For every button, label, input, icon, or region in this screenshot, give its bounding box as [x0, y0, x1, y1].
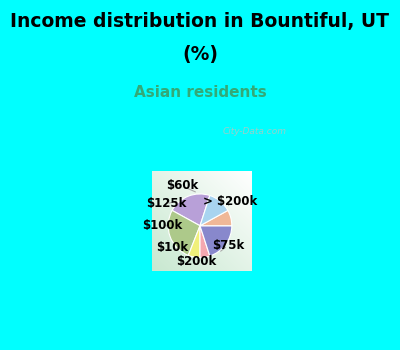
Wedge shape [188, 226, 200, 258]
Text: $75k: $75k [212, 239, 244, 252]
Wedge shape [172, 194, 210, 226]
Text: Income distribution in Bountiful, UT: Income distribution in Bountiful, UT [10, 12, 390, 30]
Text: $100k: $100k [142, 219, 182, 232]
Text: $125k: $125k [146, 197, 186, 210]
Wedge shape [168, 210, 200, 255]
Text: $10k: $10k [156, 241, 188, 254]
Wedge shape [200, 226, 232, 256]
Text: City-Data.com: City-Data.com [223, 127, 287, 136]
Text: $200k: $200k [176, 255, 216, 268]
Text: $60k: $60k [166, 180, 198, 193]
Text: > $200k: > $200k [203, 195, 257, 208]
Wedge shape [200, 196, 228, 226]
Wedge shape [200, 210, 232, 226]
Text: Asian residents: Asian residents [134, 85, 266, 100]
Wedge shape [200, 226, 210, 258]
Text: (%): (%) [182, 45, 218, 64]
